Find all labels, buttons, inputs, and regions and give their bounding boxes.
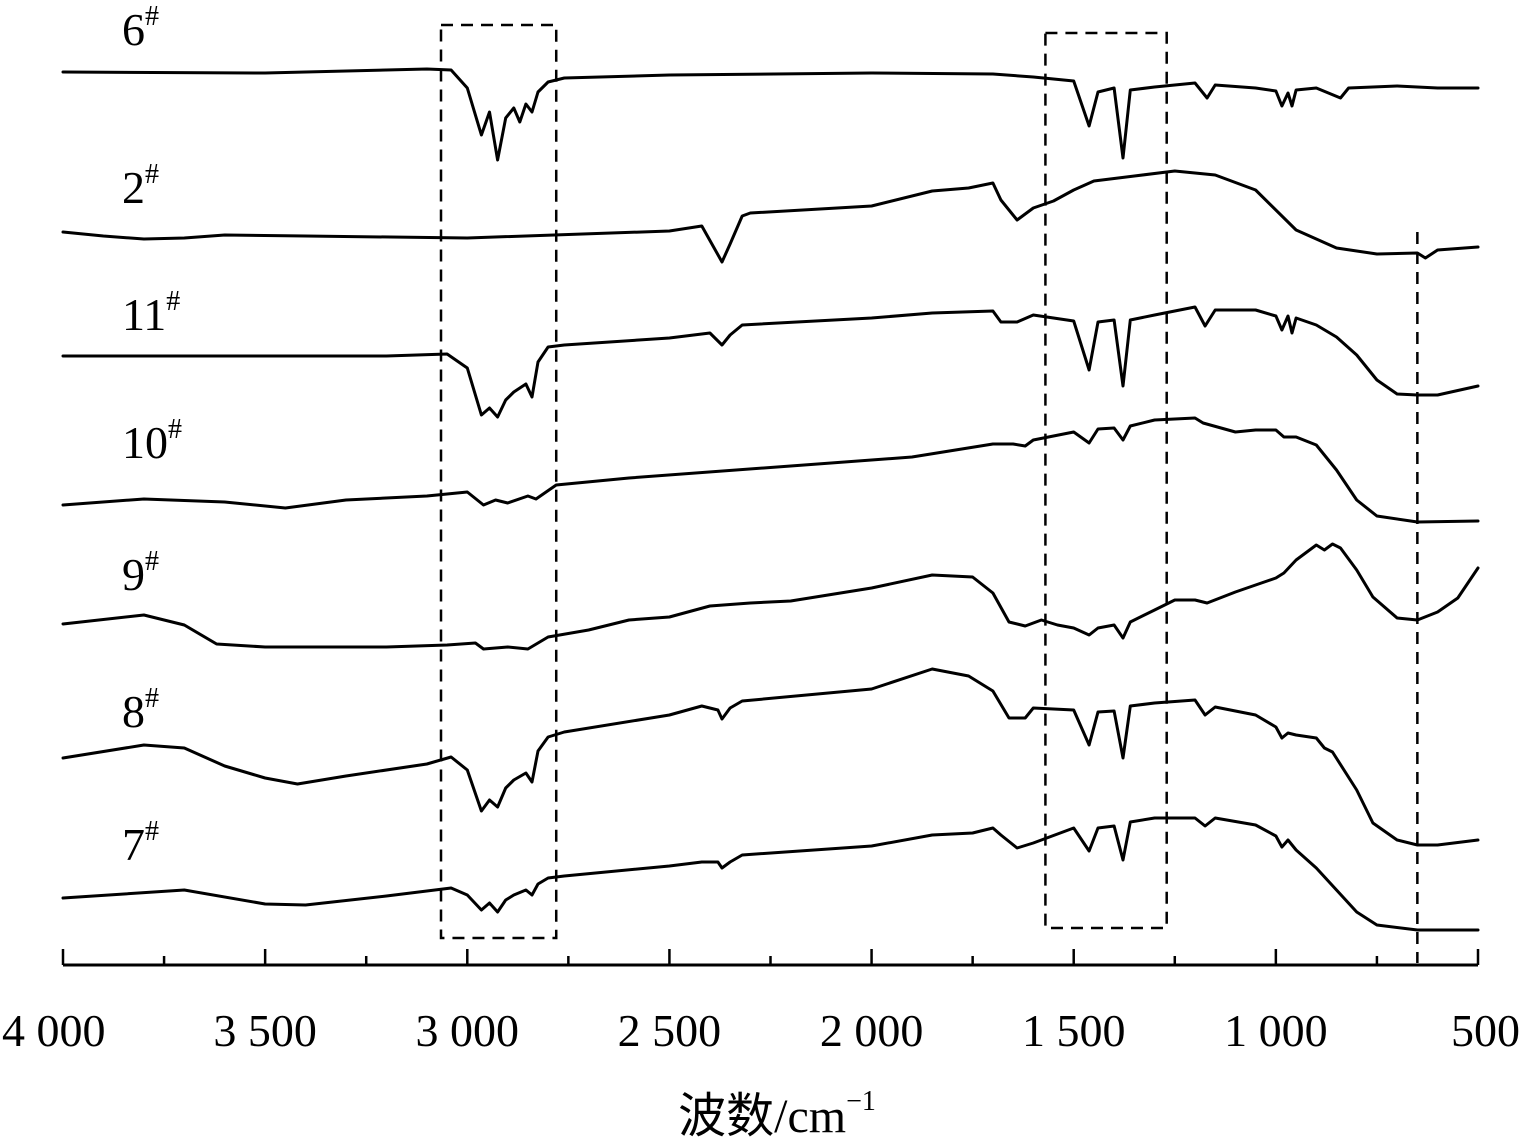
x-tick-label: 2 500 <box>618 1005 722 1056</box>
series-label-8: 8# <box>122 683 159 737</box>
series-line-8 <box>61 667 1480 847</box>
x-tick-label: 3 000 <box>416 1005 520 1056</box>
series-line-9 <box>61 542 1480 651</box>
series-line-2 <box>61 169 1480 264</box>
series-label-9: 9# <box>122 546 159 600</box>
x-tick-label: 3 500 <box>213 1005 317 1056</box>
series-label-10: 10# <box>122 414 182 468</box>
x-axis-title: 波数/cm−1 <box>678 1086 876 1143</box>
highlight-box <box>439 23 558 940</box>
series-label-11: 11# <box>122 286 180 340</box>
series-label-6: 6# <box>122 1 159 55</box>
series-labels: 6# 2# 11# 10# 9# 8# 7# <box>122 1 182 870</box>
x-axis-ticks <box>61 949 1480 965</box>
x-tick-label: 1 000 <box>1224 1005 1328 1056</box>
series-label-2: 2# <box>122 159 159 213</box>
highlight-regions <box>439 23 1419 963</box>
series-lines <box>61 67 1480 932</box>
x-axis-tick-labels: 4 000 3 500 3 000 2 500 2 000 1 500 1 000 500 <box>2 1005 1520 1056</box>
x-tick-label: 500 <box>1451 1005 1520 1056</box>
series-label-7: 7# <box>122 816 159 870</box>
series-line-7 <box>61 816 1480 932</box>
x-tick-label: 4 000 <box>2 1005 106 1056</box>
series-line-11 <box>61 305 1480 419</box>
x-axis: 4 000 3 500 3 000 2 500 2 000 1 500 1 000 500 <box>2 949 1520 1056</box>
x-tick-label: 1 500 <box>1022 1005 1126 1056</box>
highlight-box <box>1044 31 1168 930</box>
series-line-10 <box>61 416 1480 524</box>
series-line-6 <box>61 67 1480 162</box>
x-tick-label: 2 000 <box>820 1005 924 1056</box>
